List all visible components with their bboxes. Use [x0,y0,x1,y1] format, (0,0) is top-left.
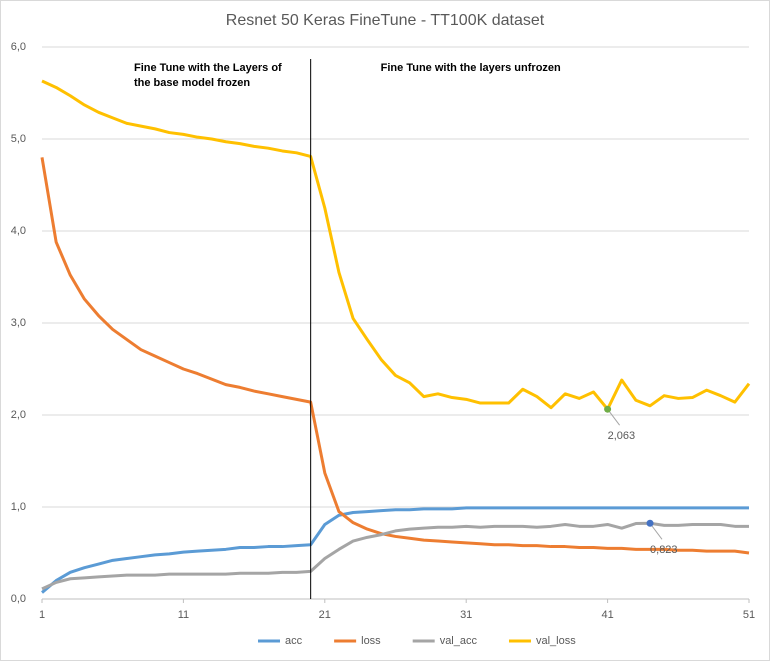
y-tick-label: 6,0 [11,41,26,53]
series-line [41,506,749,594]
series-line [41,79,751,411]
y-tick-label: 1,0 [11,501,26,513]
y-tick-label: 3,0 [11,317,26,329]
note-text: Fine Tune with the Layers of [134,62,282,74]
legend-label: val_loss [536,635,576,647]
y-tick-label: 5,0 [11,133,26,145]
y-tick-label: 2,0 [11,409,26,421]
series-line [41,521,749,591]
x-tick-label: 51 [743,609,755,621]
x-tick-label: 21 [319,609,331,621]
y-tick-label: 0,0 [11,593,26,605]
x-tick-label: 11 [178,609,189,621]
chart-title: Resnet 50 Keras FineTune - TT100K datase… [226,12,545,29]
note-text: Fine Tune with the layers unfrozen [381,62,561,74]
annotation-label: 2,063 [608,430,636,442]
annotation-point [604,405,612,413]
y-tick-label: 4,0 [11,225,26,237]
x-tick-label: 41 [601,609,613,621]
annotation-label: 0,823 [650,544,678,556]
x-tick-label: 31 [460,609,472,621]
legend-label: loss [361,635,381,647]
x-tick-label: 1 [39,609,45,621]
annotation-point [646,519,654,527]
legend-label: acc [285,635,303,647]
series-line [40,157,750,555]
legend-label: val_acc [440,635,478,647]
note-text: the base model frozen [134,77,250,89]
